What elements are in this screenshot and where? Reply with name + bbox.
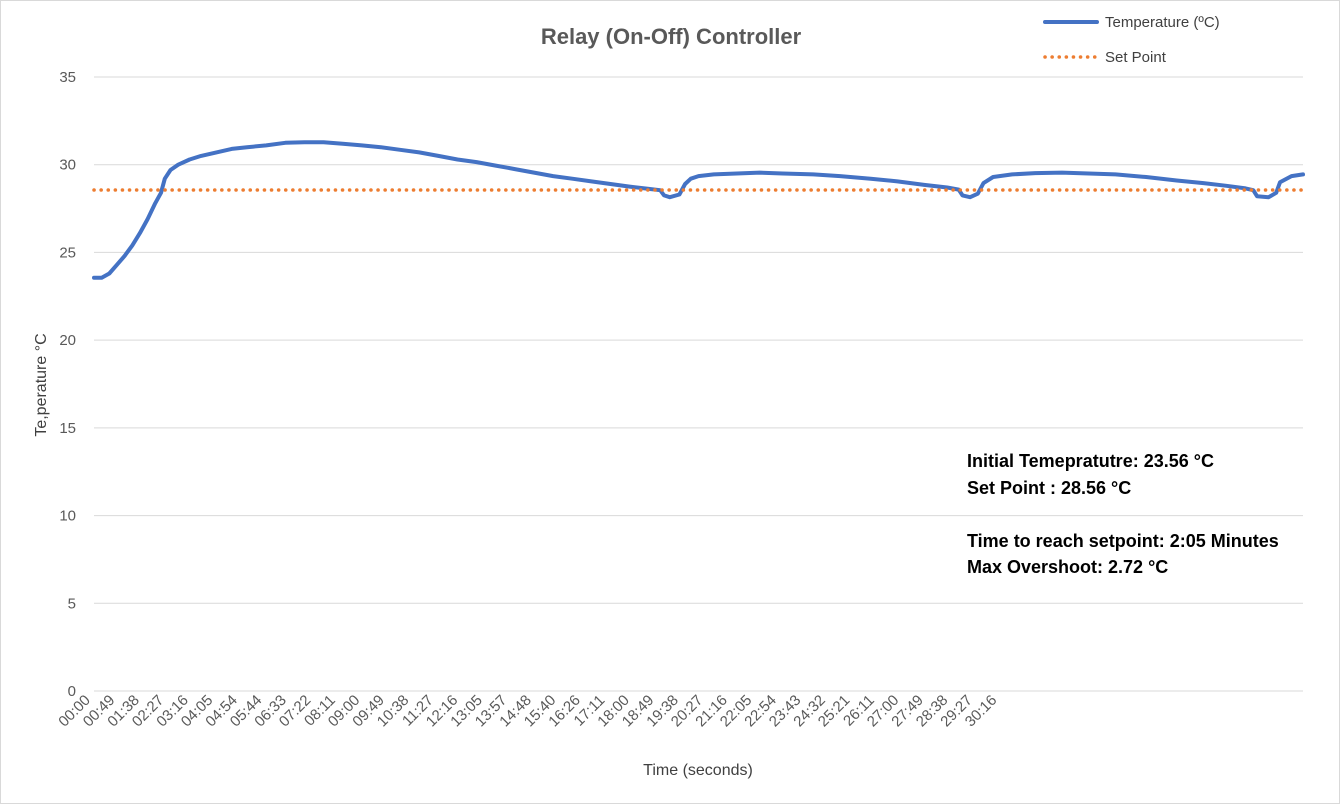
- annotation-initial-temperature: Initial Temepratutre: 23.56 °C: [967, 451, 1214, 471]
- y-tick-label: 5: [68, 595, 76, 612]
- y-tick-label: 35: [59, 69, 76, 86]
- y-tick-label: 15: [59, 420, 76, 437]
- annotation-set-point: Set Point : 28.56 °C: [967, 478, 1131, 498]
- gridlines: [94, 76, 1303, 692]
- series-line-temperature: [92, 140, 1305, 280]
- legend: Temperature (ºC) Set Point: [1043, 14, 1220, 66]
- y-tick-label: 20: [59, 332, 76, 349]
- x-tick-labels: 00:0000:4901:3802:2703:1604:0504:5405:44…: [55, 692, 1000, 731]
- y-tick-labels: 0 5 10 15 20 25 30 35: [59, 69, 76, 700]
- series-lines: [92, 140, 1305, 280]
- chart-title: Relay (On-Off) Controller: [541, 24, 802, 49]
- annotation-max-overshoot: Max Overshoot: 2.72 °C: [967, 557, 1168, 577]
- legend-label-setpoint: Set Point: [1105, 49, 1167, 66]
- y-tick-label: 25: [59, 244, 76, 261]
- y-tick-label: 30: [59, 157, 76, 174]
- annotation-block: Initial Temepratutre: 23.56 °C Set Point…: [967, 451, 1279, 577]
- y-tick-label: 0: [68, 683, 76, 700]
- x-axis-title: Time (seconds): [643, 762, 753, 779]
- y-tick-label: 10: [59, 508, 76, 525]
- annotation-time-to-setpoint: Time to reach setpoint: 2:05 Minutes: [967, 531, 1279, 551]
- y-axis-title: Te,perature °C: [33, 333, 50, 436]
- legend-label-temperature: Temperature (ºC): [1105, 14, 1220, 31]
